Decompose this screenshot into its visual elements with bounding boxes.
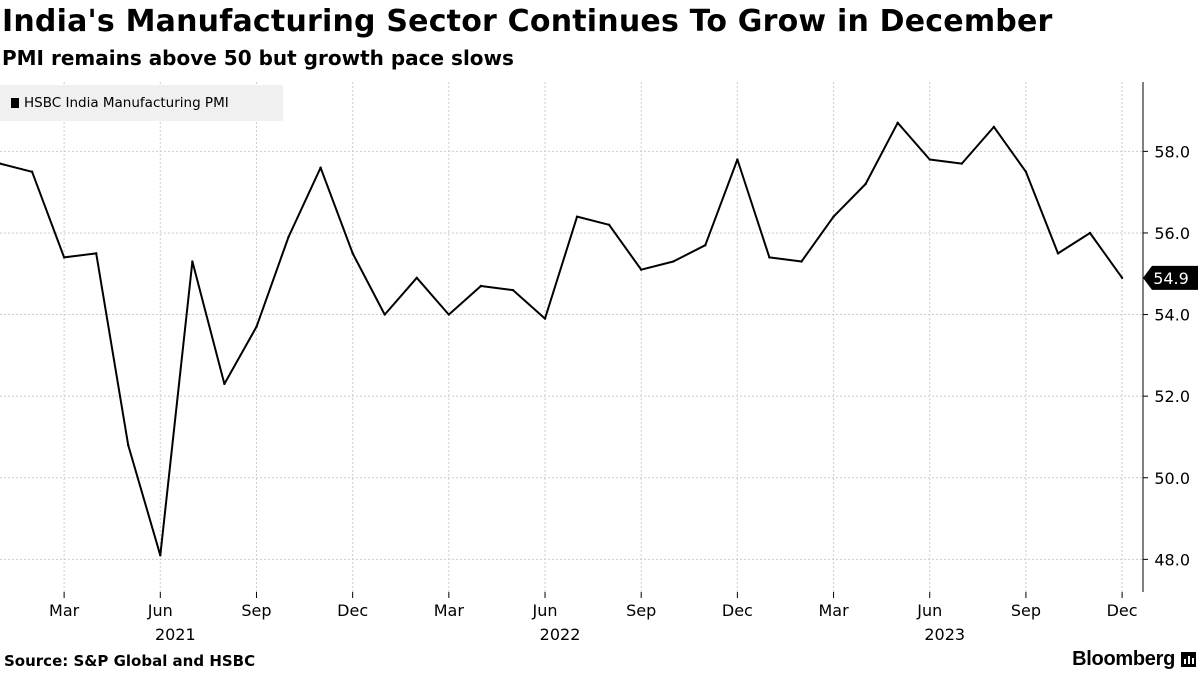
data-point (0, 162, 2, 165)
x-tick-label: Sep (1011, 601, 1041, 620)
data-point (30, 170, 34, 173)
data-point (704, 244, 707, 247)
data-point (607, 223, 611, 226)
data-point (992, 125, 996, 129)
data-point (736, 158, 739, 161)
data-point (383, 313, 386, 316)
x-tick-label: Dec (722, 601, 753, 620)
bar-chart-icon (1181, 652, 1196, 667)
data-point (1024, 170, 1028, 173)
data-point (864, 182, 867, 186)
x-tick-label: Dec (1107, 601, 1138, 620)
data-point (1056, 252, 1060, 255)
pmi-series-line (0, 121, 1123, 557)
x-tick-label: Mar (818, 601, 849, 620)
data-point (928, 158, 931, 161)
data-point (1088, 231, 1092, 235)
data-point (479, 284, 483, 288)
data-point (896, 121, 899, 125)
data-point (640, 268, 643, 271)
x-tick-label: Jun (916, 601, 942, 620)
x-tick-label: Sep (626, 601, 656, 620)
data-point (287, 235, 290, 239)
y-tick-label: 58.0 (1154, 142, 1190, 161)
chart-title: India's Manufacturing Sector Continues T… (2, 4, 1053, 39)
y-tick-label: 50.0 (1154, 469, 1190, 488)
data-point (447, 313, 451, 316)
data-point (575, 215, 579, 218)
data-point (191, 260, 194, 263)
x-year-label: 2022 (540, 625, 581, 644)
y-tick-label: 52.0 (1154, 387, 1190, 406)
legend-label: HSBC India Manufacturing PMI (24, 95, 229, 111)
data-point (832, 215, 835, 218)
y-tick-label: 56.0 (1154, 224, 1190, 243)
x-tick-label: Jun (532, 601, 558, 620)
x-year-label: 2023 (924, 625, 965, 644)
data-point (768, 256, 771, 259)
data-point (511, 288, 515, 292)
data-point (543, 317, 547, 320)
brand-name: Bloomberg (1072, 648, 1175, 670)
line-chart: 48.0 50.0 52.0 54.0 56.0 58.0 Mar Jun Sep Dec Mar J… (0, 82, 1198, 644)
data-point (255, 325, 258, 328)
x-tick-label: Dec (337, 601, 368, 620)
data-point (800, 260, 803, 263)
data-point (159, 554, 162, 557)
data-point (1120, 276, 1124, 280)
data-point (127, 443, 130, 447)
data-point (319, 166, 322, 169)
chart-subtitle: PMI remains above 50 but growth pace slo… (2, 46, 514, 70)
data-point (94, 252, 98, 255)
last-value-label: 54.9 (1153, 269, 1189, 288)
data-point (223, 382, 226, 386)
x-tick-label: Mar (434, 601, 465, 620)
bloomberg-logo: Bloomberg (1072, 648, 1196, 671)
chart-legend: HSBC India Manufacturing PMI (0, 85, 283, 121)
y-tick-label: 54.0 (1154, 306, 1190, 325)
last-value-tag (1143, 265, 1198, 290)
data-point (415, 276, 418, 280)
source-note: Source: S&P Global and HSBC (4, 652, 256, 670)
legend-swatch (11, 98, 19, 108)
x-year-label: 2021 (155, 625, 196, 644)
data-point (960, 162, 963, 165)
data-point (672, 260, 675, 263)
x-tick-label: Mar (49, 601, 80, 620)
x-tick-label: Jun (147, 601, 173, 620)
y-tick-label: 48.0 (1154, 550, 1190, 569)
x-tick-label: Sep (241, 601, 271, 620)
data-point (62, 256, 66, 259)
data-point (351, 252, 354, 255)
